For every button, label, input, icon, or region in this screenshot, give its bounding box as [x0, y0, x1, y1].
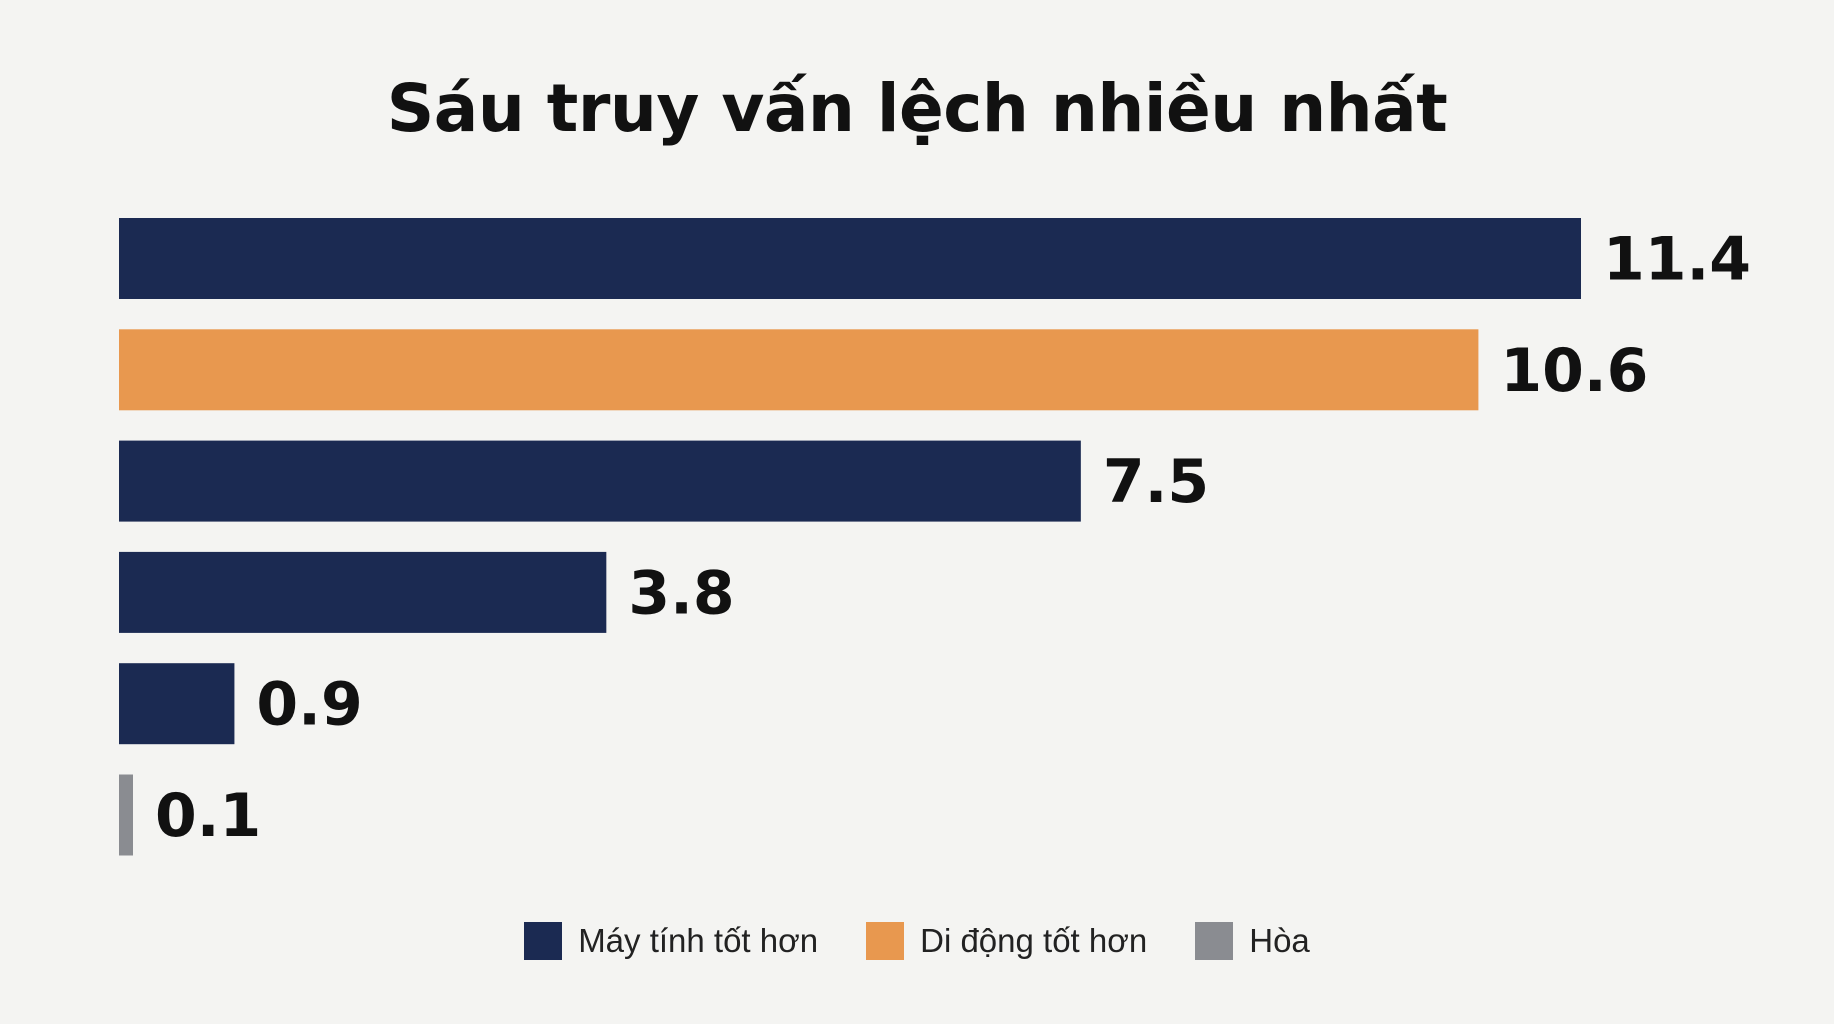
- legend: Máy tính tốt hơn Di động tốt hơn Hòa: [0, 922, 1834, 960]
- bar-value-label-1: 11.4: [1603, 225, 1751, 295]
- legend-item-mobile: Di động tốt hơn: [866, 922, 1147, 960]
- bar-value-label-4: 3.8: [628, 558, 734, 628]
- legend-label-mobile: Di động tốt hơn: [920, 922, 1148, 959]
- chart-title: Sáu truy vấn lệch nhiều nhất: [386, 70, 1448, 147]
- bar-4: [119, 551, 607, 633]
- legend-item-desktop: Máy tính tốt hơn: [524, 922, 818, 960]
- bar-5: [119, 663, 235, 745]
- bar-value-label-3: 7.5: [1103, 447, 1209, 517]
- legend-label-tie: Hòa: [1249, 922, 1310, 959]
- bar-2: [119, 329, 1479, 411]
- bar-1: [119, 218, 1581, 299]
- bar-6: [119, 774, 133, 856]
- bar-value-label-5: 0.9: [256, 670, 362, 740]
- legend-swatch-mobile: [866, 922, 905, 960]
- legend-swatch-tie: [1195, 922, 1234, 960]
- legend-label-desktop: Máy tính tốt hơn: [578, 922, 819, 959]
- bar-value-label-6: 0.1: [155, 781, 261, 851]
- legend-item-tie: Hòa: [1195, 922, 1310, 960]
- bar-value-label-2: 10.6: [1500, 336, 1648, 406]
- legend-swatch-desktop: [524, 922, 563, 960]
- bar-3: [119, 440, 1081, 522]
